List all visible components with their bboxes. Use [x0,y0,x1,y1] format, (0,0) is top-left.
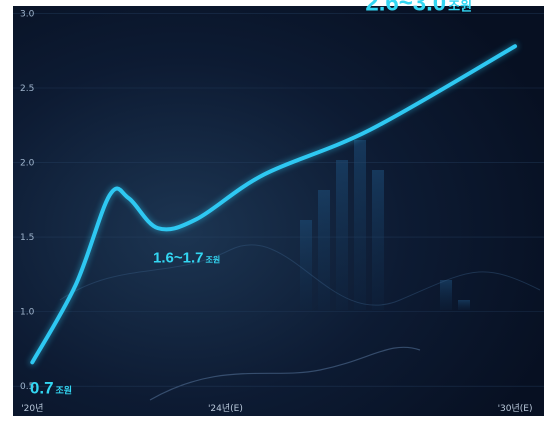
decor-bar [372,170,384,310]
y-tick-label: 3.0 [20,9,35,19]
chart-background [13,6,544,416]
decor-bar [458,300,470,310]
decor-bar [300,220,312,310]
y-tick-label: 2.0 [20,159,35,169]
decor-wave [59,244,541,306]
y-tick-label: 0.5 [20,382,34,392]
background-decoration [59,140,541,401]
decor-bar [336,160,348,310]
series-line [30,44,518,365]
y-tick-label: 1.5 [20,233,34,243]
decor-bar [354,140,366,310]
x-tick-label: '24년(E) [208,403,243,414]
gridlines [13,13,544,387]
annotations: 0.7 조원 1.6~1.7 조원 2.6~3.0 조원 [30,0,472,398]
data-label: 0.7 조원 [30,379,72,398]
decor-bar [440,280,452,310]
decor-bar [318,190,330,310]
x-tick-label: '30년(E) [498,403,533,414]
data-label: 1.6~1.7 조원 [153,249,220,266]
y-tick-label: 2.5 [20,84,34,94]
data-label: 2.6~3.0 조원 [365,0,472,16]
x-axis-ticks: '20년 '24년(E) '30년(E) [21,403,532,414]
series-lines [28,42,519,366]
decor-wave [149,346,421,401]
x-tick-label: '20년 [21,403,43,414]
y-axis-ticks: 3.0 2.5 2.0 1.5 1.0 0.5 [20,9,35,392]
y-tick-label: 1.0 [20,308,35,318]
